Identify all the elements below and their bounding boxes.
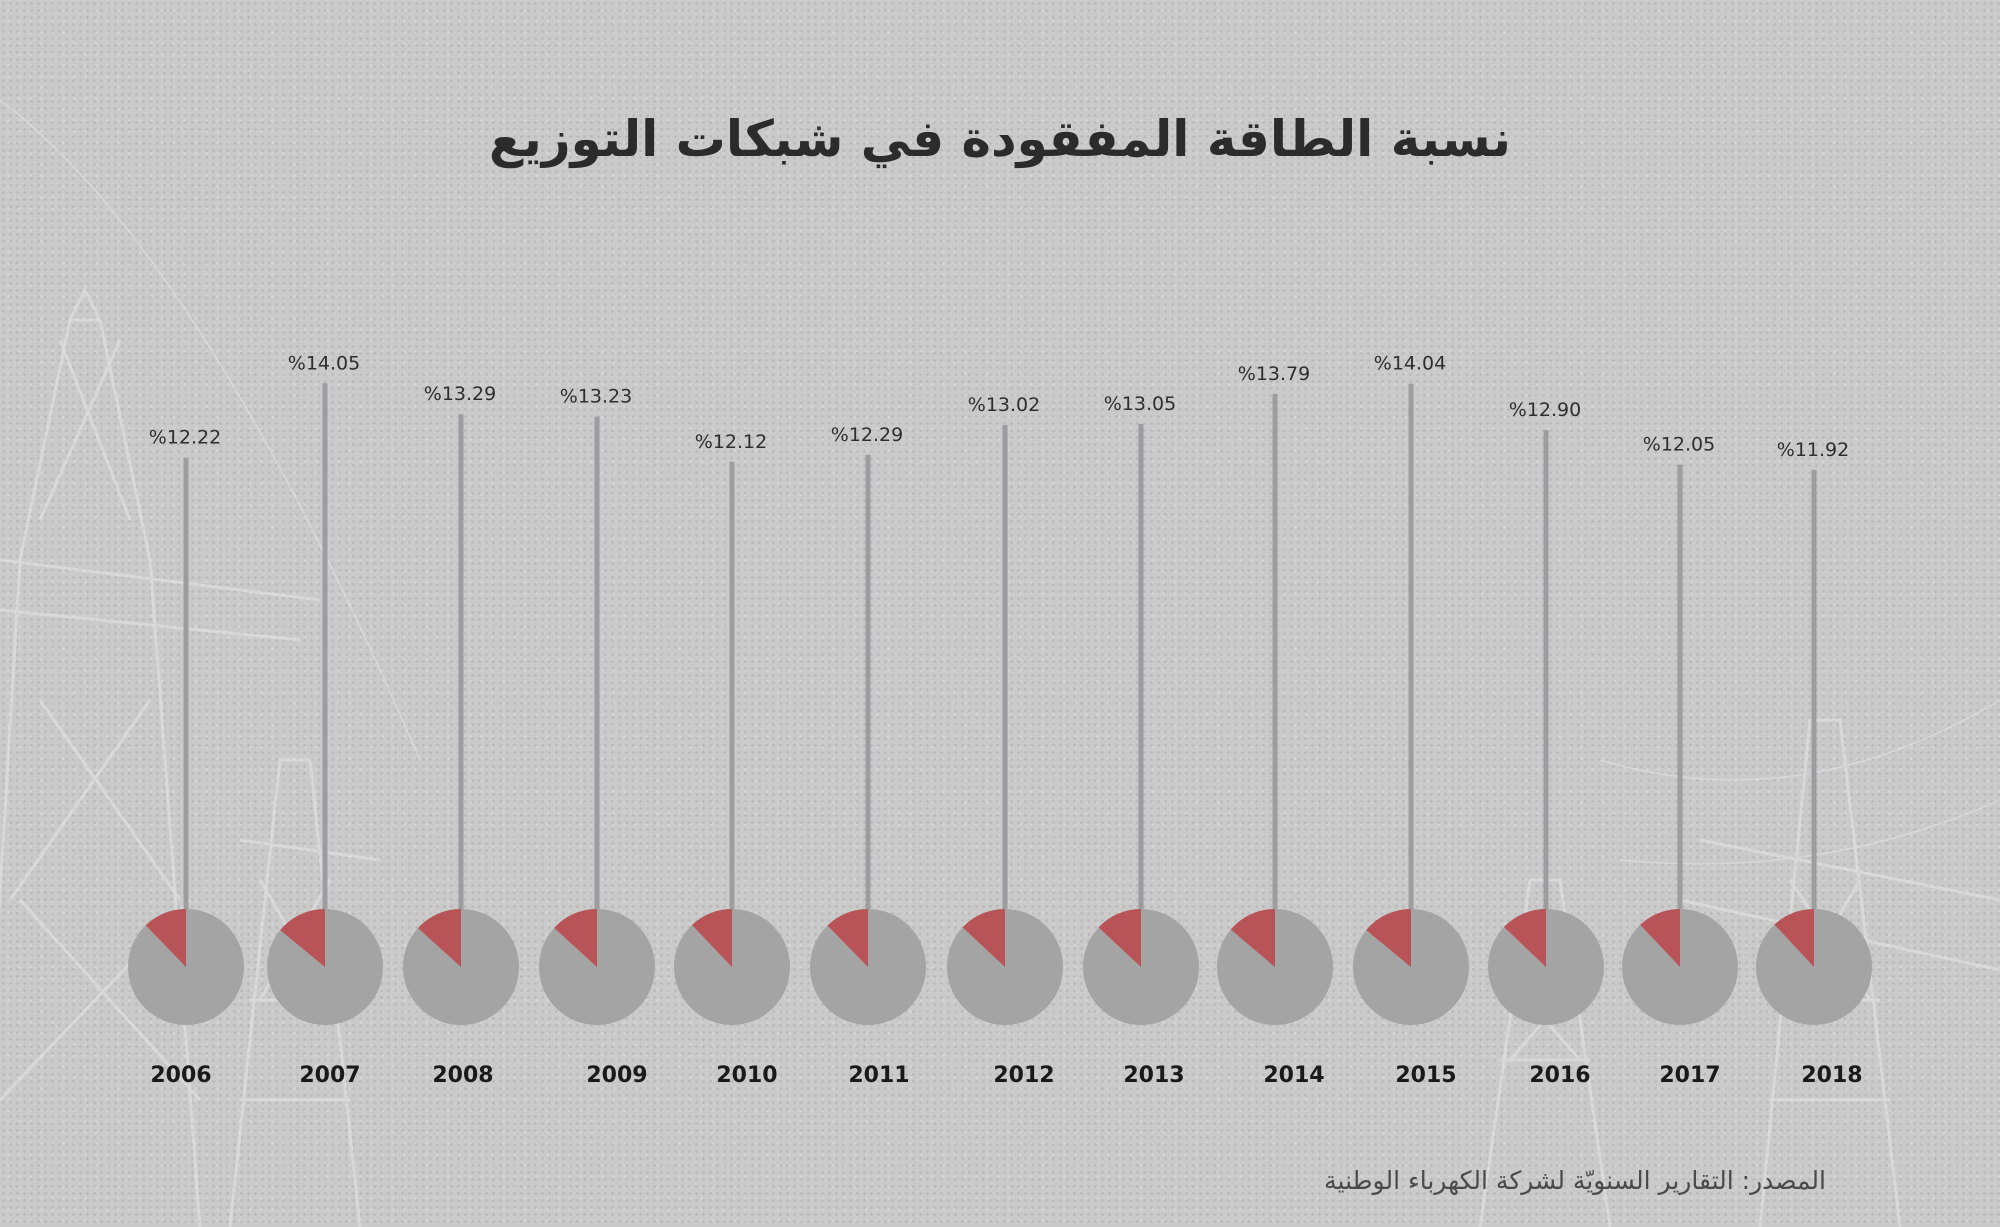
pie-slice-2009 <box>554 909 597 967</box>
pie-slice-2015 <box>1366 909 1411 967</box>
pie-slice-2012 <box>962 909 1005 967</box>
pie-slice-2007 <box>280 909 325 967</box>
year-label-2011: 2011 <box>848 1063 909 1088</box>
value-label-2015: %14.04 <box>1374 353 1446 375</box>
year-label-2014: 2014 <box>1263 1063 1324 1088</box>
pie-slice-2013 <box>1098 909 1141 967</box>
value-label-2018: %11.92 <box>1777 439 1849 461</box>
value-label-2006: %12.22 <box>149 427 221 449</box>
chart-title: نسبة الطاقة المفقودة في شبكات التوزيع <box>488 110 1512 168</box>
pie-slice-2008 <box>418 908 461 967</box>
pie-slice-2017 <box>1640 908 1680 967</box>
value-label-2017: %12.05 <box>1643 434 1715 456</box>
pie-slice-2010 <box>691 909 732 967</box>
year-label-2008: 2008 <box>432 1063 493 1088</box>
year-label-2016: 2016 <box>1529 1063 1590 1088</box>
pie-slice-2018 <box>1774 909 1814 967</box>
chart-source-note: المصدر: التقارير السنويّة لشركة الكهرباء… <box>1324 1166 1826 1195</box>
year-label-2009: 2009 <box>586 1063 647 1088</box>
value-label-2008: %13.29 <box>424 383 496 405</box>
value-label-2013: %13.05 <box>1104 393 1176 415</box>
year-label-2015: 2015 <box>1395 1063 1456 1088</box>
year-label-2006: 2006 <box>150 1063 211 1088</box>
value-label-2014: %13.79 <box>1238 363 1310 385</box>
value-label-2010: %12.12 <box>695 431 767 453</box>
value-label-2007: %14.05 <box>288 352 360 374</box>
pie-slice-2011 <box>827 909 868 967</box>
year-label-2017: 2017 <box>1659 1063 1720 1088</box>
value-label-2009: %13.23 <box>560 386 632 408</box>
pie-slice-2016 <box>1503 909 1546 967</box>
year-label-2012: 2012 <box>993 1063 1054 1088</box>
year-label-2007: 2007 <box>299 1063 360 1088</box>
value-label-2012: %13.02 <box>968 394 1040 416</box>
pie-slice-2014 <box>1230 909 1275 967</box>
year-label-2013: 2013 <box>1123 1063 1184 1088</box>
year-label-2010: 2010 <box>716 1063 777 1088</box>
value-label-2011: %12.29 <box>831 424 903 446</box>
year-label-2018: 2018 <box>1801 1063 1862 1088</box>
pie-slice-2006 <box>145 909 186 967</box>
value-label-2016: %12.90 <box>1509 399 1581 421</box>
